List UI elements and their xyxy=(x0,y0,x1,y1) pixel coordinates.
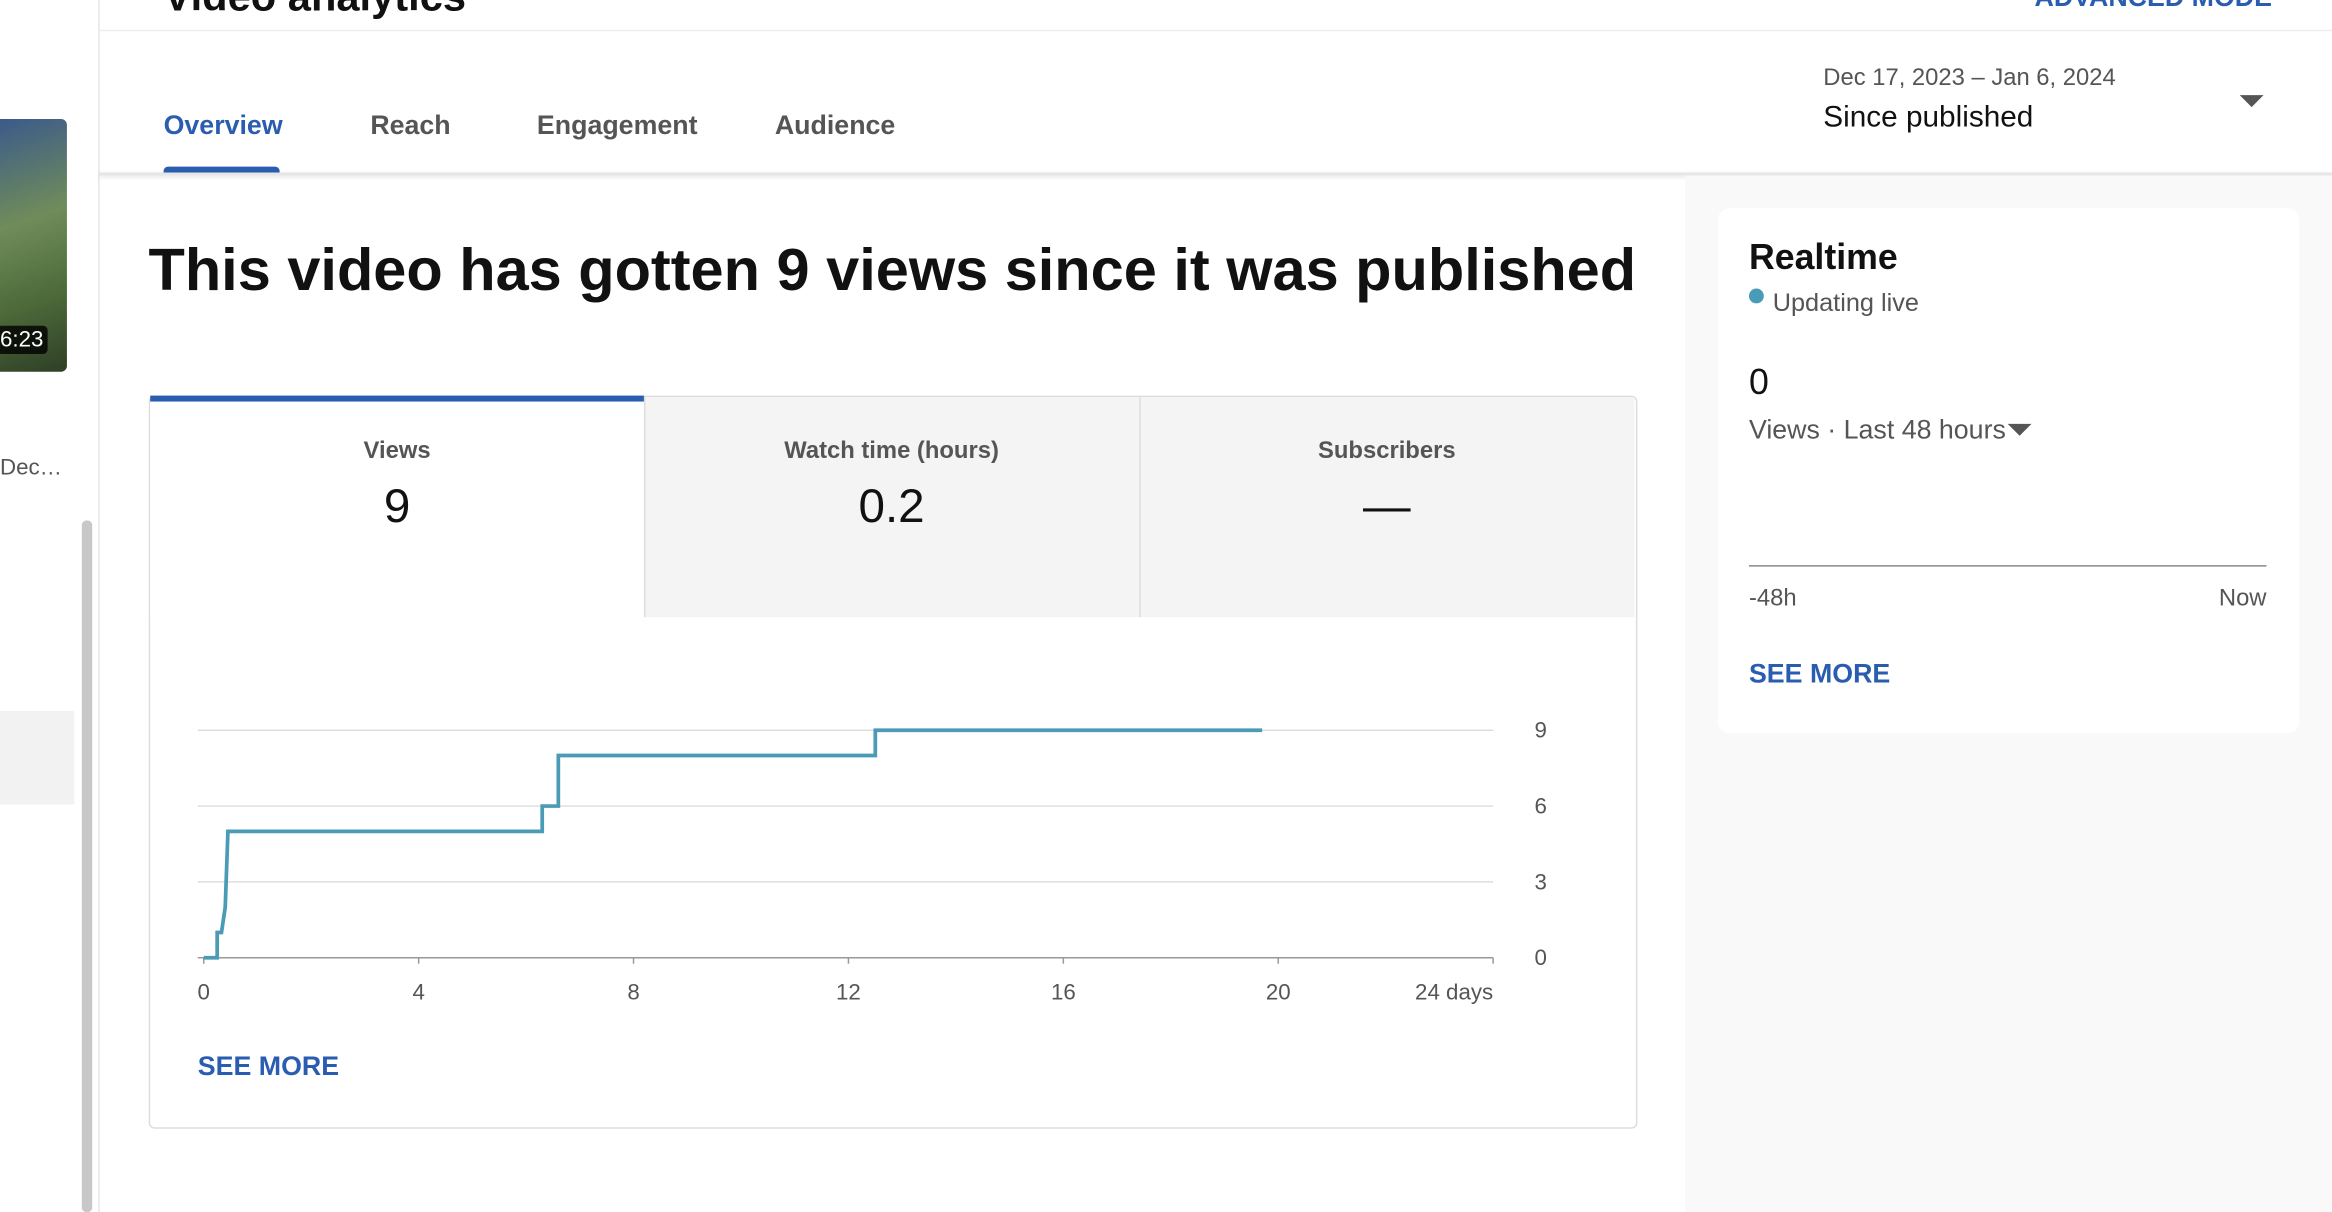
metric-value: — xyxy=(1363,478,1411,533)
advanced-mode[interactable]: ADVANCED MODE xyxy=(2034,0,2271,13)
headline: This video has gotten 9 views since it w… xyxy=(148,237,1637,304)
metric-value: 9 xyxy=(383,478,411,533)
tab[interactable]: Engagement xyxy=(536,110,698,140)
see-more[interactable]: SEE MORE xyxy=(1748,658,1891,689)
see-more[interactable]: SEE MORE xyxy=(197,1051,340,1082)
realtime-axis xyxy=(1748,565,2267,567)
live-dot xyxy=(1748,288,1764,304)
metric-tab[interactable] xyxy=(643,397,1140,618)
dropdown-arrow[interactable] xyxy=(2237,92,2267,110)
metric-tab[interactable] xyxy=(150,395,644,618)
realtime-value: 0 xyxy=(1748,362,1769,404)
metric-label: Watch time (hours) xyxy=(784,438,999,465)
divider xyxy=(99,29,2332,32)
scrollbar[interactable] xyxy=(81,520,93,1212)
date-range[interactable]: Dec 17, 2023 – Jan 6, 2024 xyxy=(1823,65,2116,91)
realtime-x-start: -48h xyxy=(1748,585,1797,612)
tab[interactable]: Reach xyxy=(370,110,451,140)
metric-label: Views xyxy=(363,438,431,465)
video-date: Dec… xyxy=(0,455,62,481)
nav-item[interactable] xyxy=(0,710,75,805)
metric-tab[interactable] xyxy=(1139,397,1635,618)
realtime-x-end: Now xyxy=(2218,585,2267,612)
duration: 6:23 xyxy=(0,325,48,354)
tab-indicator xyxy=(163,166,280,173)
card xyxy=(148,395,1638,1129)
realtime-status: Updating live xyxy=(1772,288,1919,317)
realtime-metric[interactable]: Views · Last 48 hours xyxy=(1748,414,2006,445)
realtime-title: Realtime xyxy=(1748,237,1898,279)
dropdown-arrow[interactable] xyxy=(2006,422,2033,440)
metric-label: Subscribers xyxy=(1318,438,1456,465)
date-label[interactable]: Since published xyxy=(1823,101,2034,134)
tab[interactable]: Overview xyxy=(163,110,283,140)
tab[interactable]: Audience xyxy=(774,110,896,140)
page-title: Video analytics xyxy=(164,0,466,21)
header-shadow xyxy=(99,172,2332,176)
realtime-card xyxy=(1717,208,2300,734)
metric-value: 0.2 xyxy=(858,478,925,533)
